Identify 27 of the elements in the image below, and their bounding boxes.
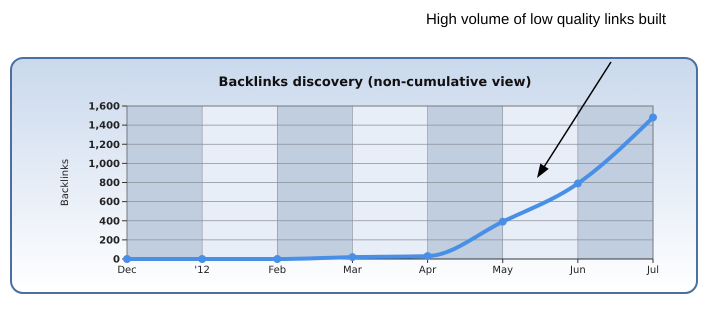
y-tick-label: 200 bbox=[99, 235, 120, 246]
point bbox=[198, 255, 206, 263]
x-tick-label: May bbox=[492, 265, 514, 276]
y-tick-label: 1,600 bbox=[88, 102, 120, 112]
y-tick-label: 1,200 bbox=[88, 140, 120, 151]
x-tick-label: Apr bbox=[418, 265, 438, 276]
y-tick-label: 400 bbox=[99, 216, 120, 228]
point bbox=[273, 255, 282, 263]
y-tick-label: 1,400 bbox=[88, 120, 120, 132]
y-tick-label: 600 bbox=[99, 197, 120, 208]
y-axis-title: Backlinks bbox=[60, 158, 71, 206]
x-tick-label: Jun bbox=[569, 265, 586, 276]
point bbox=[424, 252, 432, 260]
point bbox=[574, 179, 582, 188]
point bbox=[498, 218, 507, 226]
point bbox=[348, 253, 356, 262]
chart-title: Backlinks discovery (non-cumulative view) bbox=[218, 75, 532, 90]
x-tick-label: Mar bbox=[342, 265, 363, 276]
y-tick-label: 0 bbox=[113, 254, 120, 266]
x-tick-label: Feb bbox=[268, 265, 286, 276]
x-tick-label: Dec bbox=[117, 265, 137, 276]
x-tick-label: Jul bbox=[646, 265, 660, 276]
y-tick-label: 800 bbox=[99, 178, 120, 189]
text: High volume of low quality links built bbox=[426, 11, 667, 28]
x-tick-label: '12 bbox=[194, 265, 210, 276]
y-tick-label: 1,000 bbox=[88, 158, 120, 170]
point bbox=[649, 113, 657, 122]
